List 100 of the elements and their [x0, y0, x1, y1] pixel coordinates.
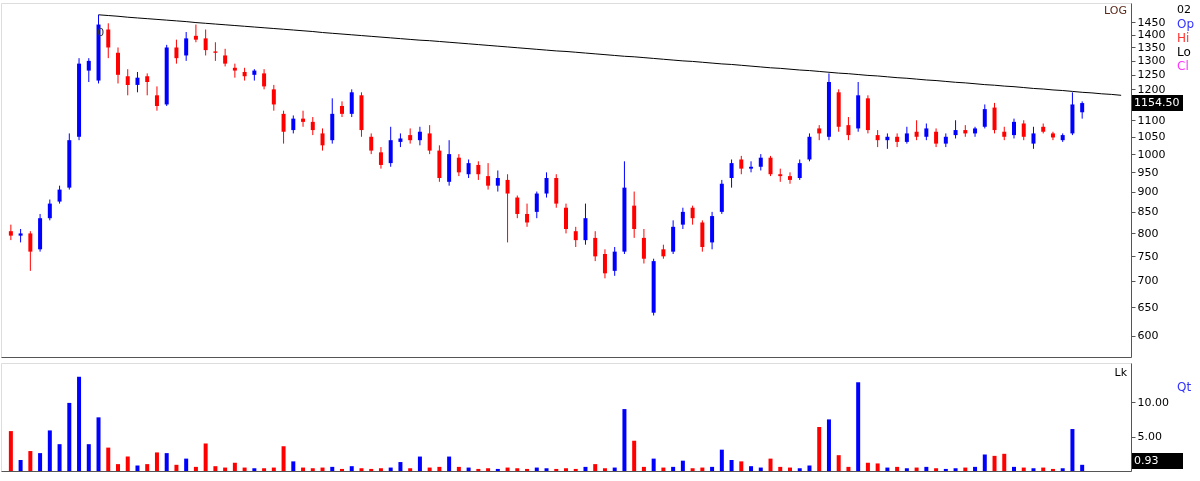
- bar: [86, 444, 91, 471]
- bar: [116, 464, 120, 471]
- candlestick: [28, 230, 33, 272]
- bar: [67, 402, 72, 471]
- bar: [1002, 453, 1007, 471]
- bar: [47, 430, 52, 471]
- bar: [330, 466, 335, 471]
- bar: [729, 459, 734, 471]
- candlestick: [583, 203, 588, 246]
- candlestick: [388, 126, 393, 168]
- candlestick: [953, 119, 958, 139]
- bar: [826, 419, 831, 471]
- candlestick: [690, 205, 695, 226]
- candlestick: [116, 46, 120, 84]
- bar: [203, 443, 208, 471]
- bar: [856, 382, 861, 471]
- bar: [447, 456, 452, 471]
- candlestick: [193, 24, 198, 43]
- candlestick: [174, 39, 179, 65]
- candlestick: [310, 116, 315, 136]
- bar: [973, 466, 978, 471]
- bar: [1012, 466, 1016, 471]
- bar: [495, 468, 500, 471]
- bar: [953, 468, 958, 471]
- bar: [904, 468, 909, 471]
- text: 1154.50: [1134, 96, 1180, 109]
- candlestick: [564, 203, 568, 234]
- candlestick: [992, 102, 997, 134]
- bar: [28, 451, 33, 471]
- candlestick: [184, 31, 189, 62]
- bar: [778, 466, 783, 471]
- candlestick: [1031, 126, 1036, 150]
- text: Op: [1177, 17, 1195, 31]
- y-tick-label: 5.00: [1137, 430, 1162, 444]
- candlestick: [154, 85, 159, 112]
- y-tick-label: 700: [1137, 274, 1159, 288]
- y-tick-label: 600: [1137, 329, 1159, 343]
- bar: [398, 462, 403, 471]
- bar: [632, 440, 637, 471]
- bar: [768, 458, 773, 471]
- bar: [992, 455, 997, 471]
- candlestick: [641, 228, 646, 265]
- candlestick: [301, 110, 306, 128]
- bar: [622, 409, 627, 471]
- bar: [135, 465, 140, 471]
- candlestick: [281, 110, 286, 145]
- bar: [262, 468, 267, 471]
- candlestick: [271, 84, 276, 112]
- y-tick-label: 1100: [1137, 113, 1166, 127]
- candlestick: [456, 153, 461, 177]
- bar: [174, 464, 179, 471]
- candlestick: [768, 155, 773, 177]
- bar: [437, 466, 442, 471]
- candlestick: [378, 146, 383, 170]
- bar: [573, 468, 578, 471]
- bar: [982, 454, 987, 471]
- bar: [943, 468, 948, 471]
- bar: [291, 461, 296, 471]
- text: Cl: [1177, 59, 1189, 73]
- bar: [369, 468, 374, 471]
- candlestick: [544, 171, 549, 199]
- candlestick: [593, 230, 598, 262]
- bar: [797, 468, 802, 471]
- candlestick: [486, 162, 491, 191]
- bar: [1060, 468, 1065, 471]
- bar: [895, 466, 900, 471]
- bar: [38, 453, 43, 471]
- candlestick: [680, 207, 685, 230]
- candlestick: [632, 191, 637, 239]
- candlestick: [495, 169, 500, 193]
- y-tick-label: 950: [1137, 165, 1159, 179]
- bar: [340, 468, 344, 471]
- bar: [476, 468, 481, 471]
- bar: [846, 466, 851, 471]
- candlestick: [534, 191, 539, 219]
- candlestick: [973, 126, 978, 138]
- y-tick-label: 750: [1137, 249, 1159, 263]
- candlestick: [729, 158, 734, 189]
- candlestick: [895, 132, 900, 148]
- bar: [593, 464, 598, 471]
- bar: [875, 463, 880, 471]
- bar: [359, 468, 364, 471]
- candlestick: [505, 173, 510, 243]
- bar: [690, 468, 695, 471]
- candlestick: [262, 68, 267, 90]
- bar: [525, 468, 530, 471]
- bar: [8, 431, 13, 471]
- bar: [281, 446, 286, 471]
- candlestick: [86, 57, 91, 83]
- candlestick: [427, 124, 432, 155]
- candlestick: [47, 199, 52, 221]
- candlestick: [8, 224, 13, 241]
- bar: [739, 461, 744, 471]
- candlestick: [807, 132, 812, 162]
- candlestick: [739, 155, 744, 175]
- bar: [378, 468, 383, 471]
- candlestick: [340, 100, 344, 118]
- bar: [145, 464, 150, 471]
- bar: [1070, 429, 1075, 471]
- y-tick-label: 650: [1137, 300, 1159, 314]
